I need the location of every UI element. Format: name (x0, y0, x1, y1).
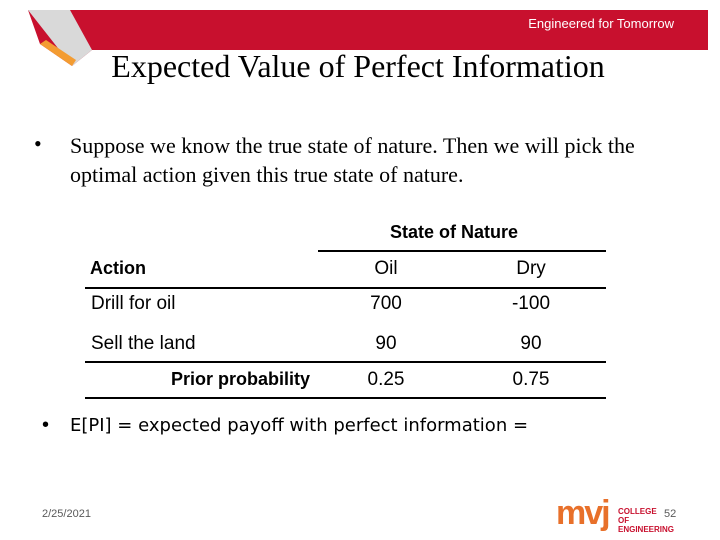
bullet-text: E[PI] = expected payoff with perfect inf… (70, 415, 529, 436)
logo-text: COLLEGE OF ENGINEERING (618, 507, 675, 534)
page-number: 52 (664, 508, 677, 520)
rule (85, 397, 606, 399)
tagline: Engineered for Tomorrow (528, 16, 674, 31)
slide-title: Expected Value of Perfect Information (111, 48, 605, 84)
banner-shape (28, 10, 708, 66)
cell: 700 (370, 293, 402, 314)
bullet-dot: • (34, 131, 42, 156)
cell: -100 (511, 293, 551, 314)
header-banner (28, 10, 708, 66)
column-header: Action (90, 258, 146, 278)
cell: 0.75 (512, 369, 550, 390)
footer-date: 2/25/2021 (42, 508, 91, 520)
bullet-dot: • (42, 414, 50, 436)
column-header: Dry (516, 258, 546, 279)
logo-mark: mvj (556, 494, 611, 532)
cell: 0.25 (367, 369, 405, 390)
rule (85, 361, 606, 363)
rule (318, 250, 606, 252)
row-label: Drill for oil (91, 293, 176, 314)
column-header: Oil (374, 258, 398, 279)
bullet-text: Suppose we know the true state of nature… (70, 133, 635, 187)
rule (85, 287, 606, 289)
cell: 90 (520, 333, 542, 354)
banner-stripe (40, 40, 76, 66)
banner-fold (28, 10, 92, 66)
group-header: State of Nature (390, 222, 519, 242)
row-label: Sell the land (91, 333, 196, 354)
cell: 90 (375, 333, 397, 354)
row-label: Prior probability (170, 369, 310, 389)
